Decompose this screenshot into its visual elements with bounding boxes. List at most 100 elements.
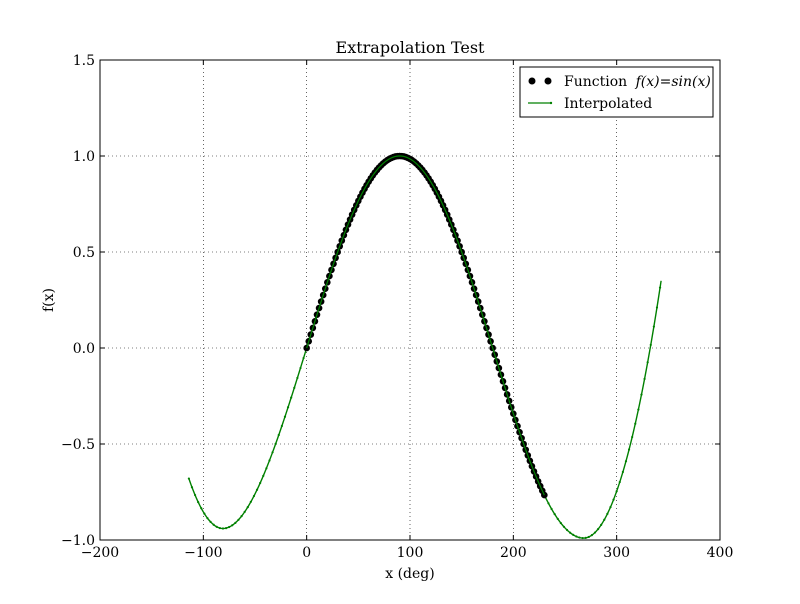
interpolated-point <box>649 343 652 346</box>
interpolated-point <box>265 467 268 470</box>
interpolated-point <box>556 517 559 520</box>
interpolated-point <box>562 525 566 528</box>
interpolated-point <box>652 325 655 328</box>
x-axis-label: x (deg) <box>385 566 434 582</box>
interpolated-point <box>658 286 662 289</box>
interpolated-point <box>575 535 578 538</box>
interpolated-point <box>569 531 572 534</box>
y-tick-label: 0.0 <box>73 341 95 357</box>
interpolated-point <box>237 518 240 521</box>
interpolated-point <box>231 524 234 527</box>
x-tick-label: 400 <box>707 545 734 561</box>
interpolated-point <box>221 527 225 530</box>
interpolated-point <box>550 507 553 511</box>
interpolated-point <box>286 406 290 409</box>
interpolated-point <box>581 536 584 540</box>
grid <box>100 60 720 540</box>
interpolated-point <box>268 459 271 462</box>
y-tick-label: −1.0 <box>61 533 95 549</box>
interpolated-point <box>634 422 637 425</box>
interpolated-point <box>302 356 305 360</box>
interpolated-point <box>578 536 581 539</box>
interpolated-point <box>553 513 556 516</box>
legend-label-function: Function f(x)=sin(x) <box>564 74 711 90</box>
x-tick-label: 100 <box>397 545 424 561</box>
interpolated-point <box>296 376 299 380</box>
interpolated-point <box>290 396 293 399</box>
interpolated-point <box>200 507 203 510</box>
x-tick-label: −100 <box>184 545 222 561</box>
interpolated-point <box>572 533 575 536</box>
interpolated-point <box>590 534 593 537</box>
interpolated-point <box>255 488 259 491</box>
interpolated-point <box>612 498 615 501</box>
plot-data <box>187 152 662 540</box>
interpolated-point <box>627 448 631 451</box>
interpolated-point <box>246 506 249 509</box>
legend-marker-interpolated <box>549 101 553 105</box>
chart-title: Extrapolation Test <box>336 38 486 57</box>
interpolated-point <box>593 531 597 534</box>
x-tick-label: 300 <box>603 545 630 561</box>
interpolated-point <box>631 435 634 439</box>
function-point <box>541 491 548 499</box>
interpolated-point <box>587 535 590 539</box>
interpolated-point <box>603 518 606 521</box>
interpolated-point <box>621 470 624 474</box>
legend-label-function-name: Function <box>564 74 627 90</box>
interpolated-point <box>215 525 218 528</box>
y-tick-label: 1.0 <box>73 149 95 165</box>
x-tick-label: −200 <box>81 545 119 561</box>
interpolated-point <box>655 306 659 309</box>
interpolated-point <box>280 424 283 428</box>
interpolated-point <box>596 528 600 531</box>
interpolated-point <box>228 525 231 529</box>
interpolated-point <box>299 366 302 370</box>
interpolated-point <box>624 460 628 463</box>
interpolated-point <box>224 527 228 530</box>
y-axis-label: f(x) <box>41 288 57 312</box>
interpolated-point <box>187 477 190 480</box>
interpolated-point <box>584 536 587 540</box>
interpolated-point <box>243 510 246 513</box>
interpolated-point <box>274 442 277 445</box>
legend-label-interpolated: Interpolated <box>564 96 652 112</box>
legend-marker-function <box>528 77 536 85</box>
interpolated-point <box>262 474 265 477</box>
interpolated-point <box>234 521 237 524</box>
interpolated-point <box>646 361 649 364</box>
interpolated-point <box>609 506 612 509</box>
legend-box <box>519 66 714 118</box>
interpolated-point <box>212 523 215 526</box>
interpolated-point <box>293 386 296 389</box>
interpolated-point <box>259 481 262 485</box>
legend: Function f(x)=sin(x) Interpolated <box>519 66 714 118</box>
interpolated-point <box>615 490 618 493</box>
interpolated-point <box>618 480 621 484</box>
interpolated-point <box>197 500 200 504</box>
x-tick-label: 200 <box>500 545 527 561</box>
interpolated-point <box>277 433 280 437</box>
interpolated-line-overlay <box>306 155 545 496</box>
interpolated-point <box>240 515 243 518</box>
interpolated-point <box>271 451 274 454</box>
y-tick-label: 1.5 <box>73 53 95 69</box>
legend-label-function-math: f(x)=sin(x) <box>635 74 711 90</box>
interpolated-point <box>606 512 609 515</box>
interpolated-point <box>190 486 194 489</box>
interpolated-point <box>600 523 603 526</box>
interpolated-point <box>206 517 209 520</box>
interpolated-point <box>283 415 287 418</box>
interpolated-point <box>252 494 256 498</box>
interpolated-point <box>637 408 640 411</box>
y-tick-label: 0.5 <box>73 245 95 261</box>
ticks: −200 −100 0 100 200 300 400 −1.0 −0.5 0.0 0.5 1.0 1.… <box>61 53 733 561</box>
interpolated-point <box>193 493 197 497</box>
interpolated-point <box>547 502 550 505</box>
interpolated-point <box>559 521 562 525</box>
interpolated-point <box>249 500 252 503</box>
interpolated-point <box>640 393 643 396</box>
y-tick-label: −0.5 <box>61 437 95 453</box>
